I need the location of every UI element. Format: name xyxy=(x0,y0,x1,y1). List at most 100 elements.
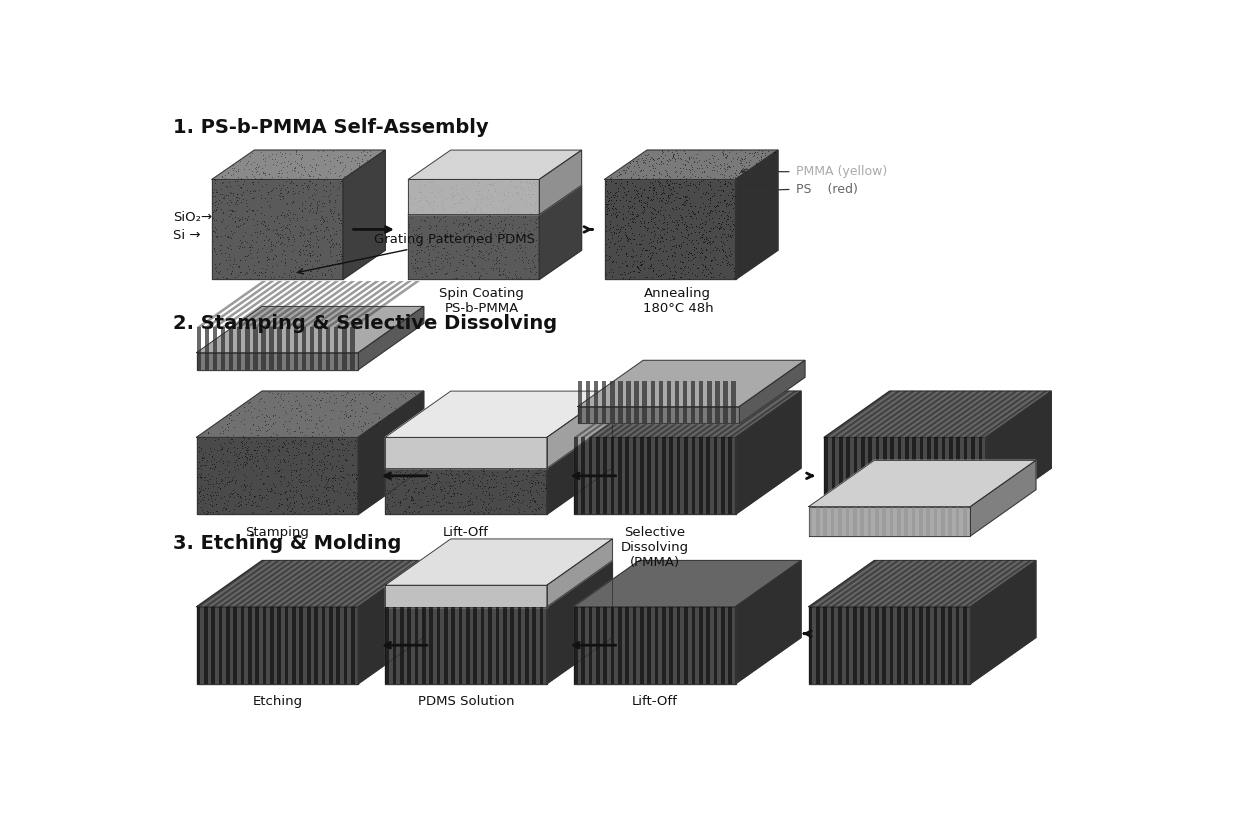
Point xyxy=(629,260,649,273)
Point xyxy=(709,219,729,232)
Point xyxy=(324,238,343,251)
Point xyxy=(280,463,300,476)
Point xyxy=(410,241,430,254)
Point xyxy=(433,492,453,505)
Point xyxy=(243,410,263,424)
Point xyxy=(616,163,636,177)
Point xyxy=(304,182,324,195)
Point xyxy=(490,220,510,233)
Point xyxy=(673,264,693,277)
Point xyxy=(239,241,259,254)
Point xyxy=(672,203,692,216)
Point xyxy=(305,479,325,493)
Point xyxy=(284,449,304,462)
Point xyxy=(321,463,341,476)
Point xyxy=(248,255,268,268)
Point xyxy=(327,443,347,456)
Point xyxy=(342,151,362,164)
Polygon shape xyxy=(949,438,952,514)
Point xyxy=(492,237,512,250)
Polygon shape xyxy=(197,561,265,607)
Point xyxy=(440,462,460,475)
Polygon shape xyxy=(699,438,703,514)
Point xyxy=(657,221,677,234)
Point xyxy=(362,415,382,429)
Point xyxy=(415,268,435,281)
Point xyxy=(246,443,265,456)
Point xyxy=(656,194,676,207)
Point xyxy=(242,204,262,217)
Point xyxy=(651,155,671,168)
Point xyxy=(326,248,346,261)
Point xyxy=(247,468,267,481)
Point xyxy=(291,152,311,165)
Point xyxy=(202,461,222,475)
Point xyxy=(501,210,521,223)
Polygon shape xyxy=(321,561,391,607)
Point xyxy=(502,463,522,476)
Point xyxy=(326,224,346,237)
Point xyxy=(319,498,339,511)
Point xyxy=(436,486,456,499)
Point xyxy=(608,189,627,202)
Point xyxy=(713,251,733,264)
Point xyxy=(494,188,513,201)
Point xyxy=(217,498,237,511)
Point xyxy=(252,465,272,478)
Point xyxy=(211,472,231,485)
Point xyxy=(520,225,539,238)
Point xyxy=(429,475,449,488)
Point xyxy=(703,235,723,248)
Point xyxy=(291,454,311,467)
Point xyxy=(661,171,681,184)
Point xyxy=(506,478,526,491)
Point xyxy=(465,259,485,273)
Point xyxy=(455,236,475,250)
Point xyxy=(205,243,224,256)
Point xyxy=(635,221,655,234)
Point xyxy=(346,434,366,447)
Point xyxy=(663,245,683,259)
Point xyxy=(284,424,304,438)
Point xyxy=(639,243,658,256)
Point xyxy=(508,239,528,252)
Point xyxy=(258,507,278,520)
Point xyxy=(631,257,651,270)
Point xyxy=(458,498,477,511)
Point xyxy=(631,248,651,261)
Point xyxy=(324,470,343,484)
Point xyxy=(306,205,326,218)
Point xyxy=(401,198,420,211)
Point xyxy=(277,433,296,447)
Point xyxy=(622,154,642,167)
Point xyxy=(707,220,727,233)
Point xyxy=(641,236,661,249)
Point xyxy=(627,259,647,273)
Polygon shape xyxy=(889,507,893,536)
Point xyxy=(506,469,526,482)
Point xyxy=(682,249,702,262)
Point xyxy=(688,154,708,167)
Polygon shape xyxy=(675,381,680,424)
Point xyxy=(291,489,311,502)
Point xyxy=(714,212,734,225)
Polygon shape xyxy=(601,381,606,424)
Point xyxy=(696,159,715,172)
Point xyxy=(269,269,289,282)
Point xyxy=(227,174,247,187)
Point xyxy=(696,260,715,273)
Point xyxy=(270,488,290,501)
Point xyxy=(644,180,663,193)
Point xyxy=(655,186,675,200)
Point xyxy=(616,259,636,272)
Point xyxy=(273,189,293,202)
Point xyxy=(226,214,246,227)
Point xyxy=(484,492,503,505)
Point xyxy=(314,230,334,243)
Point xyxy=(379,505,399,518)
Point xyxy=(237,213,257,227)
Point xyxy=(228,497,248,510)
Point xyxy=(663,233,683,246)
Point xyxy=(273,507,293,520)
Point xyxy=(222,432,242,445)
